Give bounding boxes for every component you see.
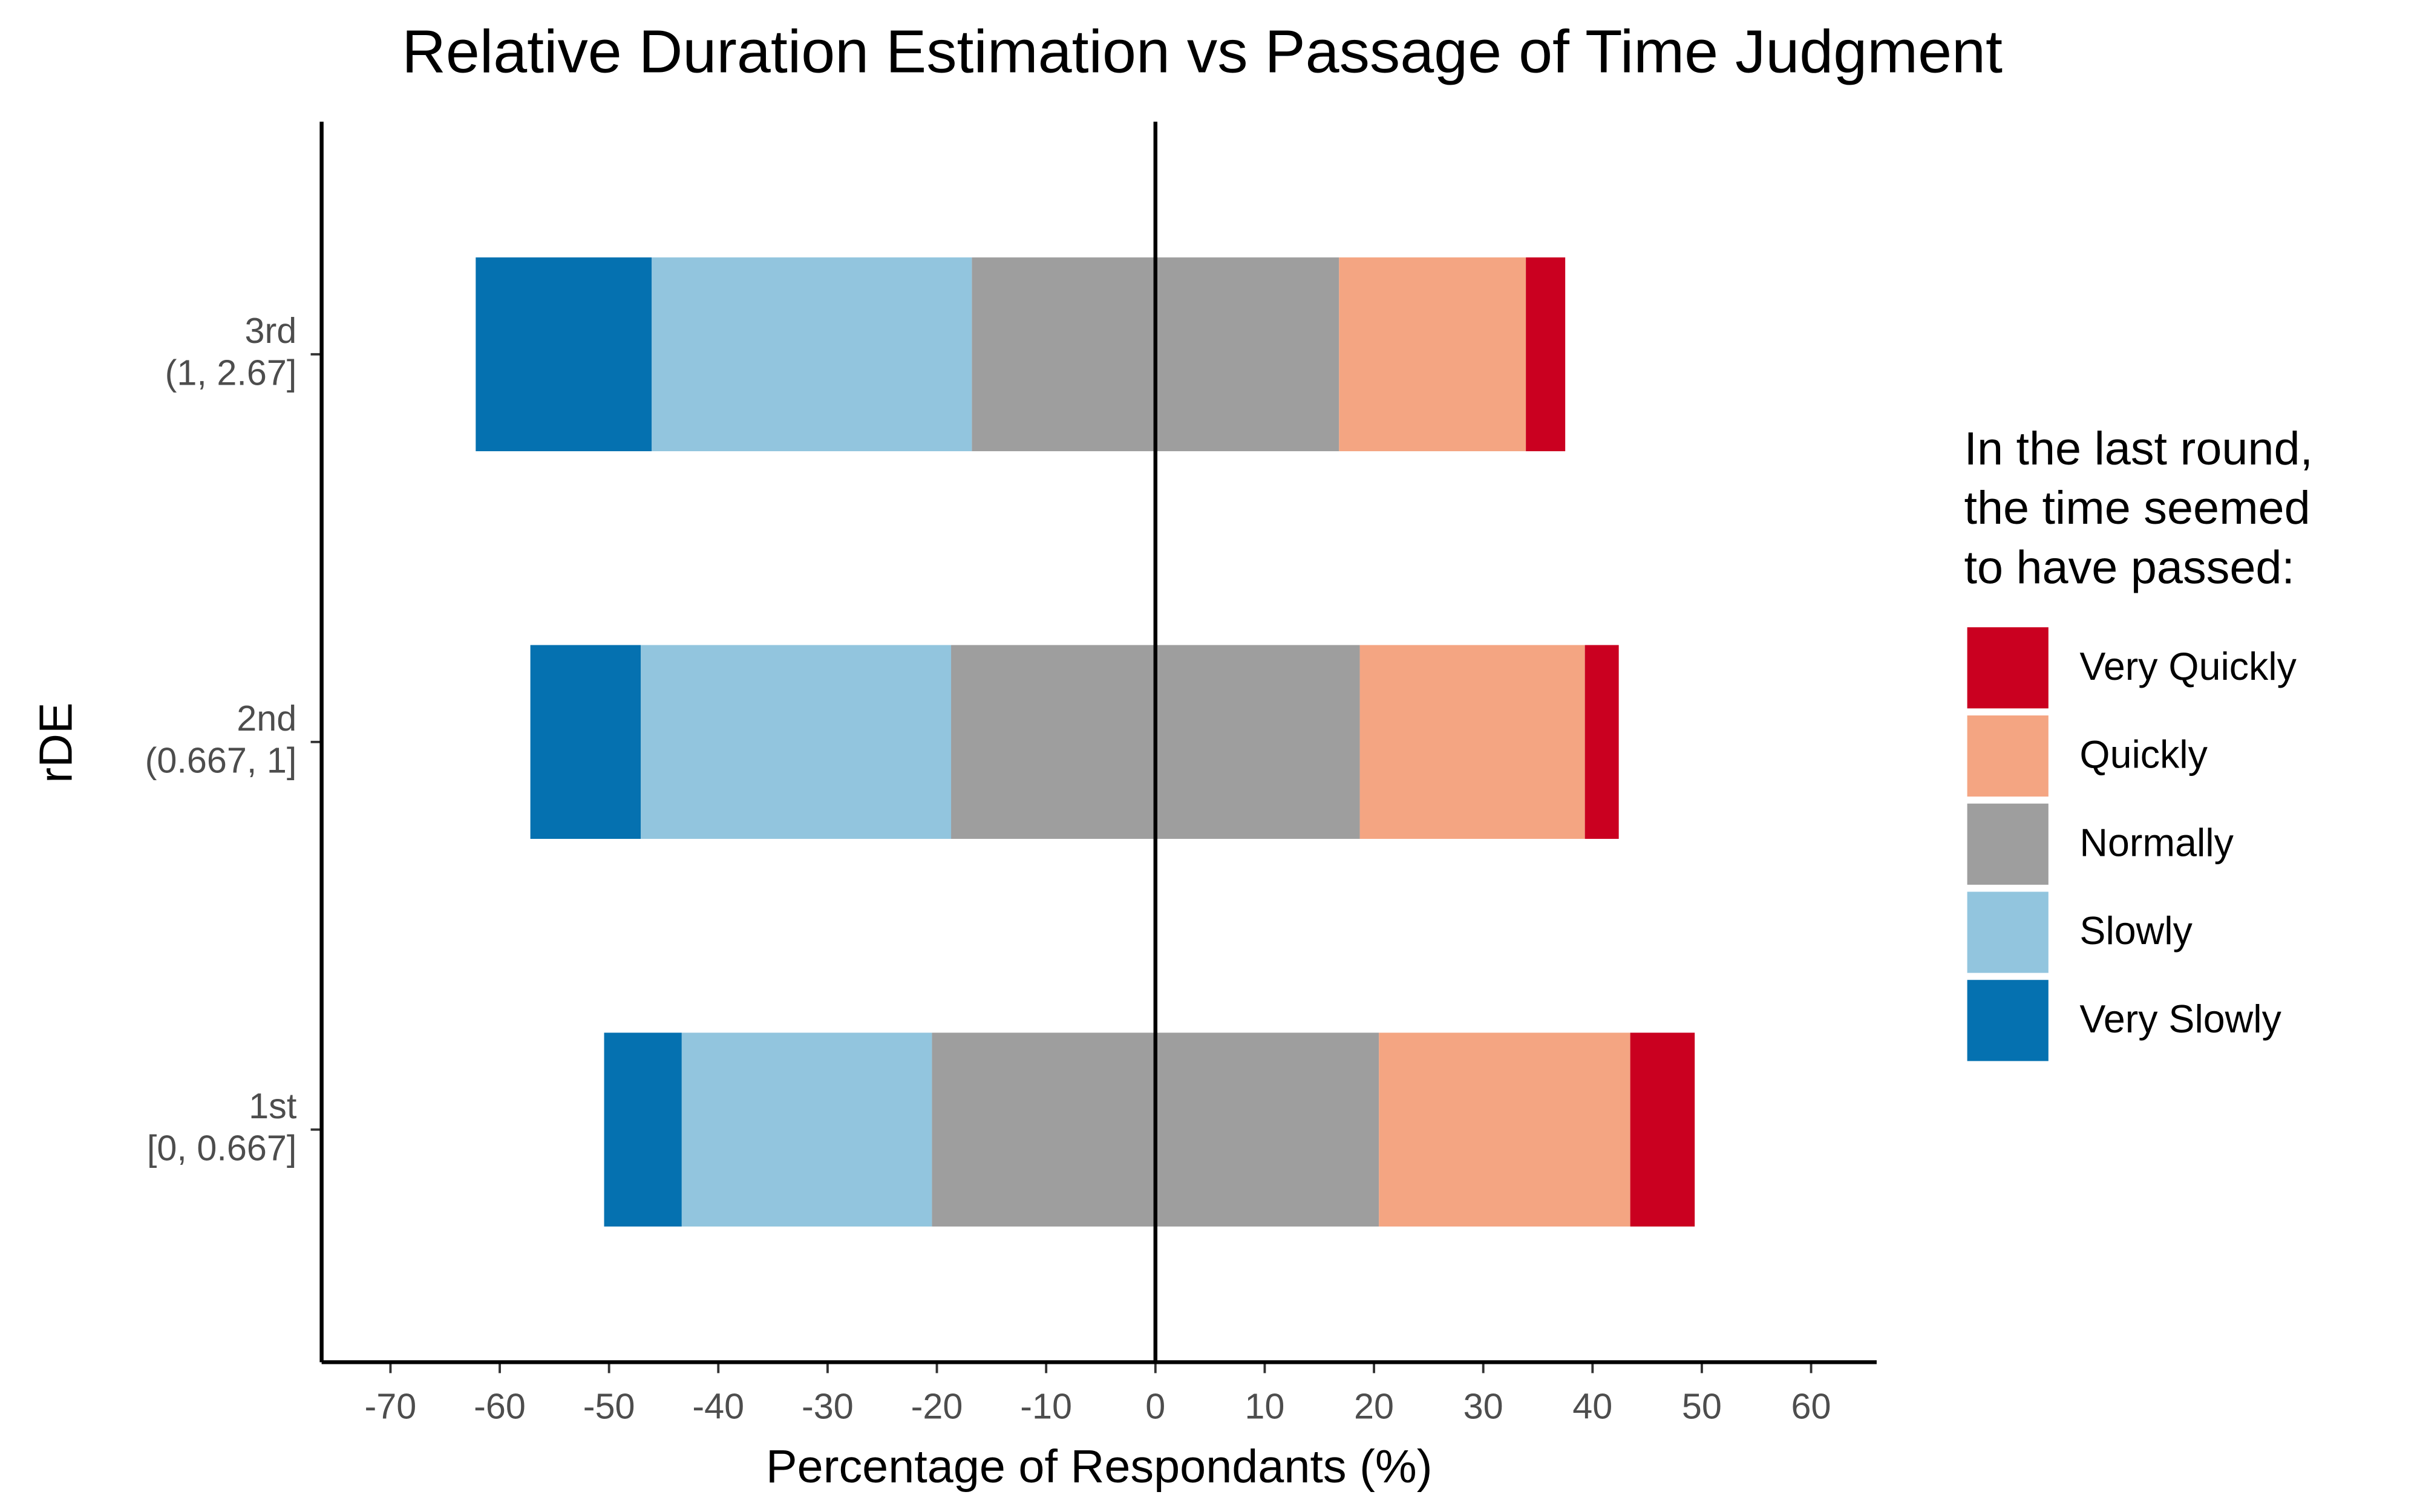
x-tick-label: -20 [911,1386,963,1426]
bar [1339,257,1526,452]
y-axis-title: rDE [30,702,82,783]
y-tick-label: 1st [0, 0.667] [147,1086,297,1168]
x-tick-label: -10 [1020,1386,1072,1426]
x-tick-label: 60 [1791,1386,1831,1426]
bar [476,257,652,452]
x-tick-label: 30 [1463,1386,1503,1426]
bar [1584,645,1619,839]
y-tick-label: 2nd (0.667, 1] [145,698,297,781]
legend-swatch [1967,980,2049,1061]
legend-label: Quickly [2079,733,2208,777]
x-tick-label: -30 [802,1386,854,1426]
legend-swatch [1967,891,2049,973]
x-tick-label: 0 [1145,1386,1165,1426]
legend-swatch [1967,627,2049,709]
bar [1526,257,1566,452]
bar [604,1032,682,1227]
legend-label: Normally [2079,821,2234,864]
x-tick-label: 10 [1244,1386,1284,1426]
bar [652,257,972,452]
legend-label: Very Slowly [2079,997,2281,1041]
bar [1379,1032,1630,1227]
x-tick-label: 20 [1354,1386,1394,1426]
y-tick-label: 3rd (1, 2.67] [165,310,297,393]
bar [681,1032,932,1227]
x-tick-label: -70 [365,1386,417,1426]
x-tick-label: -60 [474,1386,526,1426]
bar [1359,645,1585,839]
legend-swatch [1967,803,2049,885]
legend-title: In the last round, the time seemed to have… [1964,423,2313,594]
bar [641,645,952,839]
legend-swatch [1967,715,2049,797]
x-tick-label: 40 [1572,1386,1612,1426]
bar [1630,1032,1695,1227]
chart-title: Relative Duration Estimation vs Passage … [402,18,2003,85]
x-tick-label: 50 [1682,1386,1722,1426]
x-tick-label: -40 [692,1386,744,1426]
legend-label: Slowly [2079,909,2193,953]
x-tick-label: -50 [583,1386,635,1426]
legend-label: Very Quickly [2079,645,2297,688]
bar [530,645,641,839]
x-axis-title: Percentage of Respondants (%) [766,1441,1432,1493]
